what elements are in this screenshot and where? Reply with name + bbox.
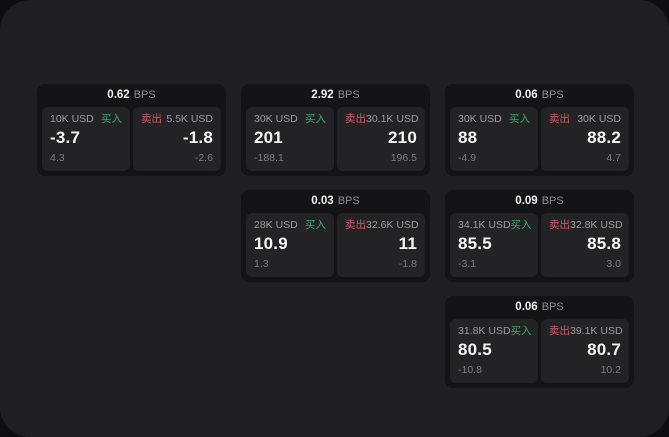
sell-size: 30K USD [577,113,621,125]
spread-unit: BPS [133,89,156,101]
sell-panel[interactable]: 卖出 32.8K USD 85.8 3.0 [541,213,629,277]
spread-header: 0.09 BPS [445,190,634,212]
quote-card: 0.06 BPS 30K USD 买入 88 -4.9 卖出 30K USD 88… [445,84,634,176]
spread-unit: BPS [541,195,564,207]
sell-size: 32.8K USD [570,219,623,231]
spread-unit: BPS [541,89,564,101]
buy-tag: 买入 [509,113,530,125]
sell-tag: 卖出 [141,113,162,125]
sell-panel[interactable]: 卖出 30K USD 88.2 4.7 [541,107,629,171]
spread-header: 2.92 BPS [241,84,430,106]
sell-size: 5.5K USD [166,113,213,125]
sell-price: 88.2 [587,128,621,147]
sell-tag: 卖出 [549,219,570,231]
sell-tag: 卖出 [549,325,570,337]
sell-price: -1.8 [182,128,213,147]
sell-panel[interactable]: 卖出 32.6K USD 11 -1.8 [337,213,425,277]
spread-header: 0.06 BPS [445,84,634,106]
quote-card: 0.06 BPS 31.8K USD 买入 80.5 -10.8 卖出 39.1K… [445,296,634,388]
sell-change: 3.0 [606,258,621,270]
buy-change: -188.1 [254,152,284,164]
quote-card: 0.62 BPS 10K USD 买入 -3.7 4.3 卖出 5.5K USD … [37,84,226,176]
buy-change: 1.3 [254,258,269,270]
spread-header: 0.62 BPS [37,84,226,106]
sell-price: 80.7 [587,340,621,359]
spread-unit: BPS [337,195,360,207]
buy-panel[interactable]: 28K USD 买入 10.9 1.3 [246,213,334,277]
spread-value: 2.92 [311,89,334,101]
buy-size: 34.1K USD [458,219,511,231]
buy-size: 30K USD [254,113,298,125]
quote-card: 0.09 BPS 34.1K USD 买入 85.5 -3.1 卖出 32.8K … [445,190,634,282]
sell-panel[interactable]: 卖出 30.1K USD 210 196.5 [337,107,425,171]
buy-panel[interactable]: 31.8K USD 买入 80.5 -10.8 [450,319,538,383]
sell-panel[interactable]: 卖出 5.5K USD -1.8 -2.6 [133,107,221,171]
spread-value: 0.09 [515,195,538,207]
buy-panel[interactable]: 30K USD 买入 88 -4.9 [450,107,538,171]
buy-price: 80.5 [458,340,492,359]
buy-panel[interactable]: 30K USD 买入 201 -188.1 [246,107,334,171]
sell-price: 85.8 [587,234,621,253]
quote-card: 0.03 BPS 28K USD 买入 10.9 1.3 卖出 32.6K USD… [241,190,430,282]
buy-price: 201 [254,128,283,147]
spread-header: 0.06 BPS [445,296,634,318]
sell-tag: 卖出 [345,113,366,125]
buy-change: 4.3 [50,152,65,164]
sell-change: 10.2 [600,364,621,376]
buy-size: 30K USD [458,113,502,125]
buy-panel[interactable]: 34.1K USD 买入 85.5 -3.1 [450,213,538,277]
spread-unit: BPS [337,89,360,101]
spread-unit: BPS [541,301,564,313]
buy-change: -10.8 [458,364,482,376]
buy-tag: 买入 [510,325,532,337]
buy-tag: 买入 [305,113,326,125]
spread-value: 0.62 [107,89,130,101]
quote-card: 2.92 BPS 30K USD 买入 201 -188.1 卖出 30.1K U… [241,84,430,176]
sell-price: 11 [398,234,417,253]
buy-size: 28K USD [254,219,298,231]
spread-value: 0.06 [515,301,538,313]
buy-tag: 买入 [101,113,122,125]
buy-tag: 买入 [305,219,326,231]
buy-price: 10.9 [254,234,288,253]
buy-price: 85.5 [458,234,492,253]
spread-value: 0.03 [311,195,334,207]
buy-change: -3.1 [458,258,477,270]
spread-header: 0.03 BPS [241,190,430,212]
buy-panel[interactable]: 10K USD 买入 -3.7 4.3 [42,107,130,171]
sell-size: 32.6K USD [366,219,419,231]
sell-tag: 卖出 [549,113,570,125]
sell-change: -1.8 [398,258,417,270]
buy-tag: 买入 [510,219,532,231]
spread-value: 0.06 [515,89,538,101]
sell-change: 196.5 [390,152,417,164]
buy-size: 31.8K USD [458,325,511,337]
sell-size: 39.1K USD [570,325,623,337]
sell-size: 30.1K USD [366,113,419,125]
buy-size: 10K USD [50,113,94,125]
sell-price: 210 [388,128,417,147]
buy-price: -3.7 [50,128,81,147]
buy-change: -4.9 [458,152,477,164]
buy-price: 88 [458,128,478,147]
sell-change: 4.7 [606,152,621,164]
sell-panel[interactable]: 卖出 39.1K USD 80.7 10.2 [541,319,629,383]
sell-change: -2.6 [194,152,213,164]
sell-tag: 卖出 [345,219,366,231]
